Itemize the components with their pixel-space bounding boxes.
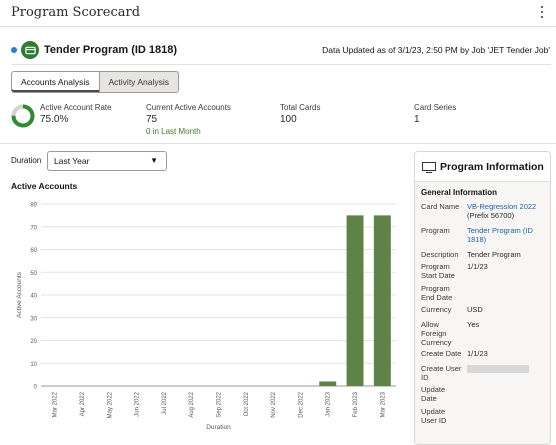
- y-tick-label: 50: [30, 271, 37, 277]
- info-value: Tender Program: [467, 250, 549, 259]
- info-value: USD: [467, 305, 549, 314]
- info-value-text: Yes: [467, 320, 480, 329]
- data-updated-text: Data Updated as of 3/1/23, 2:50 PM by Jo…: [322, 45, 550, 55]
- info-value: 1/1/23: [467, 262, 549, 271]
- panel-header: Program Information: [415, 152, 550, 182]
- info-value-link[interactable]: VB-Regression 2022 (Prefix 56700): [467, 202, 549, 220]
- info-value-text: 1/1/23: [467, 262, 488, 271]
- chart-title: Active Accounts: [11, 181, 78, 191]
- duration-select[interactable]: Last Year ▼: [47, 151, 167, 171]
- y-tick-label: 40: [30, 294, 37, 300]
- tab-accounts-analysis[interactable]: Accounts Analysis: [11, 71, 100, 93]
- metric-total-cards: Total Cards 100: [280, 103, 320, 125]
- y-axis-title: Active Accounts: [16, 271, 23, 318]
- x-tick-label: May 2022: [107, 391, 113, 418]
- y-tick-label: 80: [30, 203, 37, 209]
- y-tick-label: 30: [30, 316, 37, 322]
- caret-down-icon: ▼: [150, 156, 158, 165]
- x-tick-label: Mar 2022: [53, 391, 59, 417]
- info-value-sub: (Prefix 56700): [467, 211, 515, 220]
- info-key: Create User ID: [421, 364, 462, 382]
- tab-activity-analysis[interactable]: Activity Analysis: [99, 71, 179, 93]
- x-tick-label: Nov 2022: [271, 391, 277, 417]
- info-key: Allow Foreign Currency: [421, 320, 452, 347]
- bar: [319, 381, 337, 386]
- x-tick-label: Jun 2022: [135, 391, 141, 416]
- program-information-panel: Program Information General Information …: [414, 151, 551, 445]
- info-key: Program End Date: [421, 284, 453, 302]
- duration-label: Duration: [11, 156, 42, 165]
- info-value: 1/1/23: [467, 349, 549, 358]
- info-value-text: Tender Program: [467, 250, 521, 259]
- metric-sub-link[interactable]: 0 in Last Month: [146, 127, 201, 136]
- info-value-link[interactable]: Tender Program (ID 1818): [467, 226, 549, 244]
- y-tick-label: 10: [30, 362, 37, 368]
- x-tick-label: Jul 2022: [162, 391, 168, 414]
- x-tick-label: Dec 2022: [298, 391, 304, 417]
- metric-value: 1: [414, 114, 420, 125]
- metric-label: Card Series: [414, 103, 457, 112]
- info-key: Currency: [421, 305, 452, 314]
- info-key: Description: [421, 250, 459, 259]
- info-value-text: VB-Regression 2022: [467, 202, 537, 211]
- info-value-text: Tender Program (ID 1818): [467, 226, 533, 244]
- info-value: Yes: [467, 320, 549, 329]
- x-tick-label: Oct 2022: [244, 391, 250, 416]
- x-tick-label: Feb 2023: [353, 391, 359, 417]
- info-value-text: 1/1/23: [467, 349, 488, 358]
- info-key: Program Start Date: [421, 262, 455, 280]
- program-card-icon: [21, 41, 39, 59]
- metric-label: Active Account Rate: [40, 103, 112, 112]
- divider: [11, 64, 551, 65]
- x-tick-label: Aug 2022: [189, 391, 195, 417]
- active-rate-donut: [11, 104, 35, 128]
- info-key: Card Name: [421, 202, 460, 211]
- duration-selected-value: Last Year: [54, 156, 90, 166]
- y-tick-label: 60: [30, 248, 37, 254]
- redacted-value: [467, 365, 529, 373]
- x-tick-label: Jan 2023: [326, 391, 332, 416]
- x-tick-label: Mar 2023: [380, 391, 386, 417]
- info-key: Update User ID: [421, 407, 447, 425]
- bar: [346, 215, 364, 386]
- page-title: Program Scorecard: [11, 5, 141, 20]
- x-axis-title: Duration: [206, 424, 231, 431]
- metric-value: 100: [280, 114, 297, 125]
- section-heading: General Information: [421, 188, 498, 197]
- y-tick-label: 70: [30, 225, 37, 231]
- metric-label: Current Active Accounts: [146, 103, 231, 112]
- metric-label: Total Cards: [280, 103, 321, 112]
- status-dot-icon: [11, 47, 17, 53]
- x-tick-label: Apr 2022: [80, 391, 86, 416]
- metrics-strip: Active Account Rate 75.0% Current Active…: [11, 101, 551, 141]
- info-key: Program: [421, 226, 450, 235]
- info-value-text: USD: [467, 305, 483, 314]
- info-key: Create Date: [421, 349, 462, 358]
- divider: [0, 143, 556, 144]
- program-header: Tender Program (ID 1818) Data Updated as…: [11, 40, 551, 60]
- active-rate-donut-arc: [11, 104, 35, 128]
- monitor-icon: [422, 162, 436, 173]
- active-accounts-chart: 0 10 20 30 40 50 60 70 80 Mar 2022 Apr 2022 May 202…: [16, 203, 396, 431]
- metric-active-account-rate: Active Account Rate 75.0%: [40, 103, 112, 125]
- x-tick-label: Sep 2022: [217, 391, 223, 417]
- y-tick-label: 20: [30, 339, 37, 345]
- top-bar: Program Scorecard: [0, 0, 556, 27]
- metric-value: 75: [146, 114, 158, 125]
- metric-value: 75.0%: [40, 114, 69, 125]
- y-tick-label: 0: [34, 385, 38, 391]
- bar: [373, 215, 391, 386]
- program-name: Tender Program (ID 1818): [44, 44, 178, 56]
- metric-card-series: Card Series 1: [414, 103, 456, 125]
- more-options-icon[interactable]: [538, 4, 546, 20]
- metric-current-active-accounts: Current Active Accounts 75 0 in Last Mon…: [146, 103, 231, 136]
- info-key: Update Date: [421, 385, 446, 403]
- panel-title: Program Information: [440, 161, 544, 173]
- tab-bar: Accounts Analysis Activity Analysis: [11, 71, 179, 93]
